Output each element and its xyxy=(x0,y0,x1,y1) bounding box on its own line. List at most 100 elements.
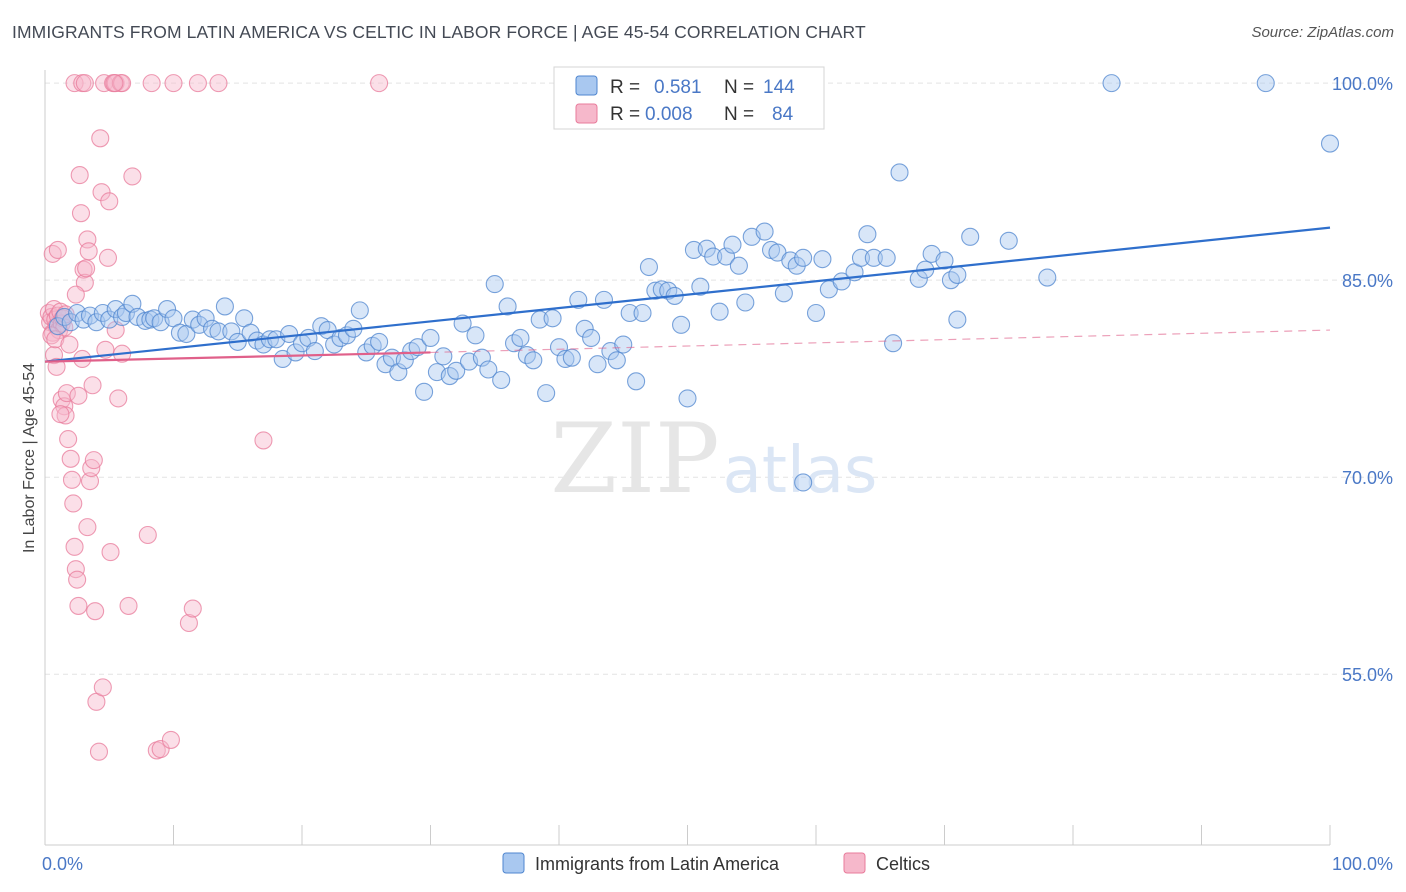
trend-lines xyxy=(44,226,1331,363)
celtics-point xyxy=(79,242,98,261)
latin-america-point xyxy=(729,256,748,275)
latin-america-point xyxy=(614,335,633,354)
latin-america-point xyxy=(935,251,954,270)
watermark: ZIP atlas xyxy=(550,403,877,515)
celtics-points xyxy=(39,74,389,761)
legend-n-label: N = xyxy=(724,77,759,98)
celtics-point xyxy=(119,596,138,615)
latin-america-point xyxy=(575,319,594,338)
latin-america-point xyxy=(1038,268,1057,287)
celtics-point xyxy=(59,430,78,449)
latin-america-point xyxy=(116,303,136,323)
watermark-zip: ZIP xyxy=(550,403,719,515)
celtics-point xyxy=(48,240,67,260)
y-tick-label: 70.0% xyxy=(1342,468,1393,488)
latin-america-point xyxy=(1320,134,1340,153)
celtics-point xyxy=(65,74,84,93)
latin-america-point xyxy=(794,248,813,267)
celtics-point xyxy=(62,470,82,489)
latin-america-point xyxy=(543,309,562,328)
celtics-point xyxy=(65,537,84,556)
watermark-atlas: atlas xyxy=(723,434,878,508)
celtics-trend-line xyxy=(44,351,431,363)
celtics-point xyxy=(106,321,125,340)
latin-america-point xyxy=(582,328,601,348)
celtics-point xyxy=(161,730,180,749)
celtics-point xyxy=(89,742,109,761)
svg-text:R = 0.581 N =: R = 0.581 N = 144 xyxy=(610,77,795,98)
source-credit: Source: ZipAtlas.com xyxy=(1251,24,1394,41)
latin-america-point xyxy=(948,310,967,329)
celtics-point xyxy=(75,74,94,93)
latin-america-point xyxy=(562,348,581,367)
celtics-point xyxy=(93,678,112,697)
celtics-point xyxy=(151,740,170,759)
celtics-point xyxy=(66,285,85,304)
celtics-point xyxy=(142,74,161,93)
celtics-point xyxy=(183,599,202,618)
latin-america-point xyxy=(170,323,189,342)
latin-america-point xyxy=(864,248,883,267)
celtics-point xyxy=(254,431,273,450)
celtics-point xyxy=(109,389,128,408)
legend-r-label: R = xyxy=(610,77,645,98)
latin-america-point xyxy=(704,247,723,266)
latin-america-point xyxy=(498,297,517,316)
latin-america-point xyxy=(633,303,652,323)
celtics-point xyxy=(60,335,79,354)
celtics-point xyxy=(61,449,80,468)
series-name-celtics: Celtics xyxy=(876,854,930,874)
y-tick-label: 55.0% xyxy=(1342,665,1393,685)
legend-n-label: N = xyxy=(724,104,759,125)
latin-america-point xyxy=(646,281,665,300)
legend-r-value: 0.008 xyxy=(645,104,693,125)
latin-america-point xyxy=(325,335,344,354)
celtics-trend-extension xyxy=(430,329,1331,354)
legend-n-value: 144 xyxy=(763,77,795,98)
latin-america-point xyxy=(794,473,813,492)
celtics-point xyxy=(69,596,88,615)
latin-america-point xyxy=(684,240,703,260)
y-tick-label: 85.0% xyxy=(1342,271,1393,291)
y-axis-label: In Labor Force | Age 45-54 xyxy=(21,363,38,553)
celtics-point xyxy=(105,74,124,93)
celtics-point xyxy=(69,386,88,405)
x-tick-label: 0.0% xyxy=(42,854,83,874)
latin-america-point xyxy=(305,342,324,361)
celtics-point xyxy=(68,570,87,589)
latin-america-point xyxy=(691,277,710,296)
latin-america-point xyxy=(639,257,659,277)
latin-america-point xyxy=(511,328,530,348)
latin-america-point xyxy=(594,290,614,309)
celtics-point xyxy=(64,494,83,513)
celtics-point xyxy=(77,259,96,278)
legend-r-label: R = xyxy=(610,104,645,125)
latin-america-points xyxy=(48,74,1340,492)
latin-america-point xyxy=(890,163,909,182)
y-tick-label: 100.0% xyxy=(1332,74,1393,94)
latin-america-point xyxy=(672,315,691,334)
celtics-point xyxy=(47,357,66,376)
latin-america-point xyxy=(678,389,697,408)
latin-america-point xyxy=(556,349,575,369)
latin-america-point xyxy=(434,347,453,366)
latin-america-point xyxy=(858,225,877,244)
stats-legend: R = 0.581 N = 144 R = 0.008 N = 84 xyxy=(553,66,825,130)
latin-america-point xyxy=(774,284,793,303)
latin-america-point xyxy=(627,372,646,391)
legend-swatch-blue xyxy=(575,75,598,96)
series-swatch-blue xyxy=(502,852,525,874)
celtics-point xyxy=(188,74,207,93)
latin-america-point xyxy=(389,363,408,382)
latin-america-point xyxy=(479,360,498,379)
latin-america-point xyxy=(196,309,215,328)
series-legend: Immigrants from Latin America Celtics xyxy=(502,852,930,874)
latin-america-point xyxy=(466,326,485,345)
celtics-point xyxy=(370,74,389,93)
svg-text:R = 0.008 N =: R = 0.008 N = 84 xyxy=(610,104,794,125)
latin-america-point xyxy=(588,355,607,374)
latin-america-point xyxy=(408,338,427,357)
celtics-point xyxy=(101,543,120,562)
celtics-point xyxy=(138,525,157,545)
